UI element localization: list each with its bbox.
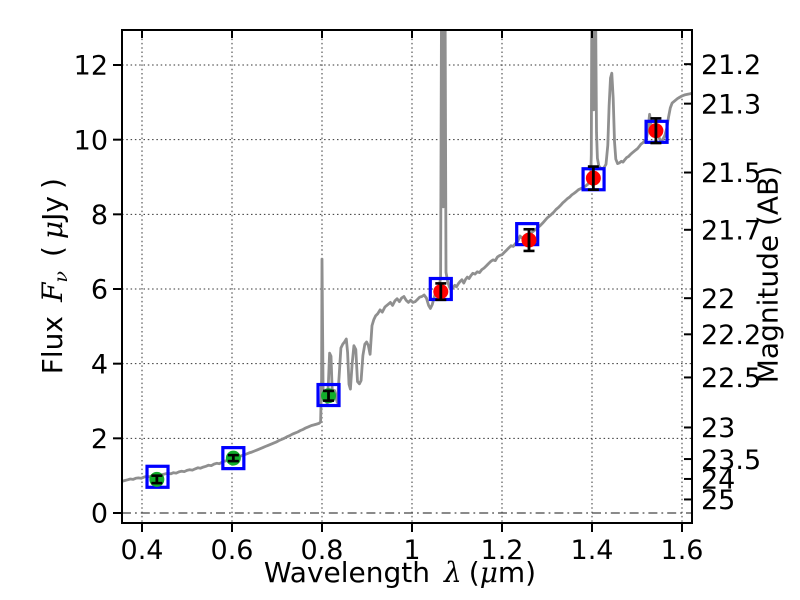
flux-tick-label: 0 — [91, 499, 108, 530]
flux-word: Flux — [35, 316, 69, 375]
flux-tick-label: 6 — [91, 275, 108, 306]
magnitude-tick-label: 23 — [701, 413, 735, 444]
x-tick-label: 1 — [403, 535, 420, 566]
flux-tick-label: 10 — [74, 125, 108, 156]
magnitude-tick-label: 21.5 — [701, 158, 761, 189]
x-axis-label: Wavelength λ (μm) — [0, 556, 800, 589]
magnitude-tick-label: 22.2 — [701, 320, 761, 351]
flux-tick-label: 4 — [91, 349, 108, 380]
axes-frame — [121, 29, 693, 524]
flux-symbol: F — [35, 282, 69, 303]
flux-tick-label: 2 — [91, 424, 108, 455]
magnitude-label-text: Magnitude (AB) — [751, 165, 785, 384]
magnitude-tick-label: 21.3 — [701, 89, 761, 120]
y-axis-label-flux: Flux Fν ( μJy) — [36, 26, 72, 526]
x-tick-label: 1.4 — [571, 535, 614, 566]
model-photometry-square — [145, 464, 170, 489]
flux-mu-symbol: μ — [35, 220, 69, 240]
x-axis-label-word: Wavelength — [263, 556, 430, 589]
mu-symbol: μ — [479, 556, 498, 589]
magnitude-tick-label: 21.7 — [701, 216, 761, 247]
magnitude-tick-label: 23.5 — [701, 445, 761, 476]
magnitude-tick-label: 22.5 — [701, 363, 761, 394]
flux-tick-label: 8 — [91, 200, 108, 231]
flux-tick-label: 12 — [74, 51, 108, 82]
x-tick-label: 0.4 — [121, 535, 164, 566]
flux-unit-close: ) — [35, 178, 69, 190]
x-tick-label: 0.8 — [301, 535, 344, 566]
lambda-symbol: λ — [444, 556, 462, 589]
x-unit-open: ( — [468, 556, 480, 589]
flux-unit: Jy — [35, 196, 69, 221]
magnitude-tick-label: 21.2 — [701, 50, 761, 81]
x-tick-label: 1.2 — [481, 535, 524, 566]
x-tick-label: 0.6 — [211, 535, 254, 566]
magnitude-tick-label: 25 — [701, 485, 735, 516]
magnitude-tick-label: 24 — [701, 465, 735, 496]
model-photometry-square — [221, 446, 246, 471]
model-spectrum-line — [122, 30, 692, 483]
y-axis-label-magnitude: Magnitude (AB) — [752, 25, 785, 525]
flux-unit-open: ( — [35, 246, 69, 258]
nu-subscript: ν — [50, 271, 73, 283]
magnitude-tick-label: 22 — [701, 284, 735, 315]
x-unit-close: m) — [497, 556, 537, 589]
x-tick-label: 1.6 — [661, 535, 704, 566]
model-photometry-square — [316, 382, 341, 408]
